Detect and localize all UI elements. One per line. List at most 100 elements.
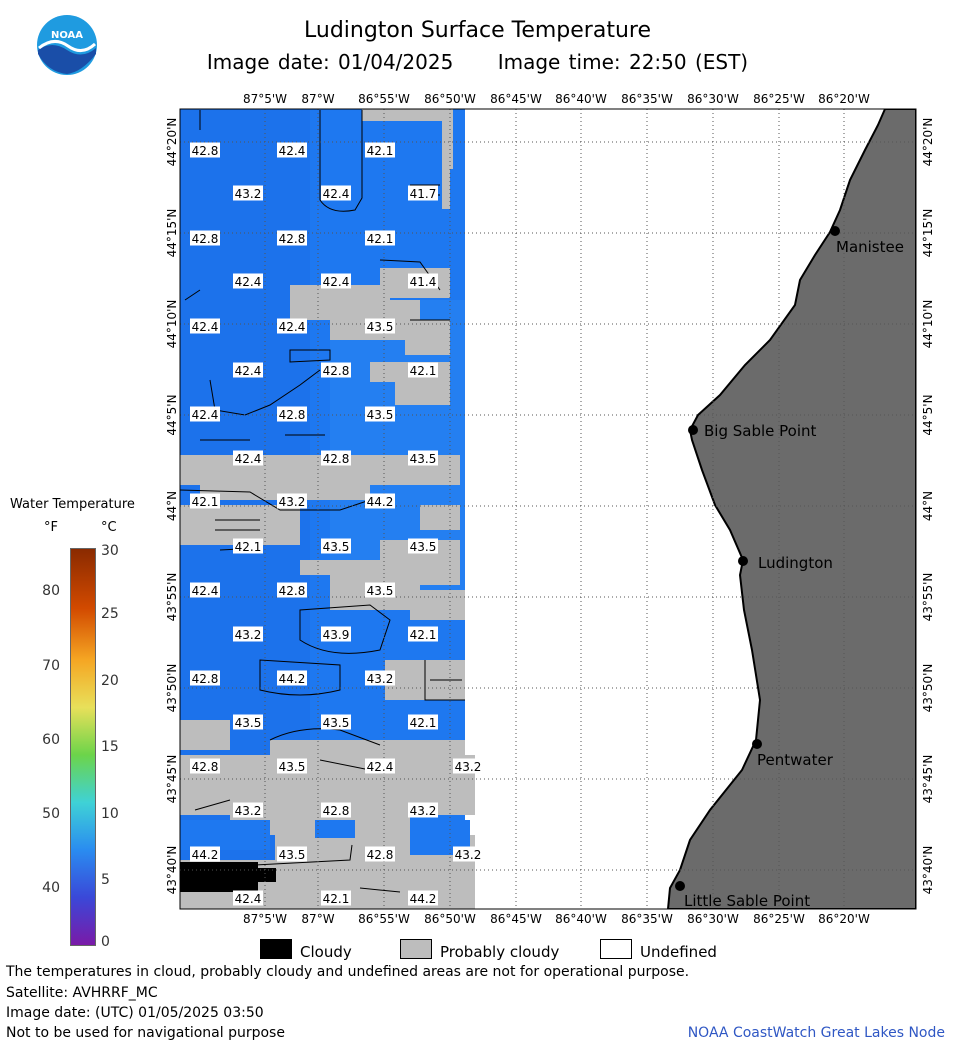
temperature-label: 42.8 [323,804,350,818]
temperature-label: 42.8 [323,364,350,378]
temp-label-bg [321,626,351,642]
temp-label-bg [233,362,263,378]
temp-label-bg [233,802,263,818]
lat-label-left: 44°N [165,491,179,521]
temperature-label: 42.4 [323,187,350,201]
satellite-note: Satellite: AVHRRF_MC [6,985,158,1001]
temperature-label: 42.8 [192,760,219,774]
lon-label-bottom: 86°35'W [621,912,673,926]
temp-label-bg [453,758,483,774]
temp-label-bg [408,273,438,289]
disclaimer-note: The temperatures in cloud, probably clou… [6,964,690,980]
temp-label-bg [365,758,395,774]
temperature-label: 43.2 [279,495,306,509]
temperature-label: 43.2 [455,760,482,774]
temperature-label: 44.2 [367,495,394,509]
temperature-label: 42.1 [367,232,394,246]
temp-label-bg [408,626,438,642]
temperature-label: 43.2 [235,187,262,201]
temperature-label: 42.8 [323,452,350,466]
temperature-label: 44.2 [192,848,219,862]
temperature-label: 42.1 [192,495,219,509]
temp-label-bg [408,362,438,378]
lon-label-bottom: 86°45'W [490,912,542,926]
temp-label-bg [233,714,263,730]
lon-label-bottom: 86°30'W [687,912,739,926]
temperature-color-bar [70,548,96,946]
lon-label-bottom: 87°5'W [243,912,287,926]
temperature-label: 43.5 [367,320,394,334]
lat-label-right: 44°20'N [921,118,935,167]
lat-label-right: 43°45'N [921,755,935,804]
lon-label-top: 87°W [301,92,334,106]
place-marker [688,425,698,435]
celsius-tick: 20 [101,673,119,689]
temperature-label: 42.8 [279,584,306,598]
temperature-label: 42.8 [192,232,219,246]
temperature-label: 42.8 [279,232,306,246]
temperature-label: 41.4 [410,275,437,289]
temperature-label: 43.5 [279,848,306,862]
lat-label-right: 43°40'N [921,846,935,895]
temperature-label: 42.1 [410,716,437,730]
temp-label-bg [365,670,395,686]
temp-label-bg [365,142,395,158]
temp-label-bg [190,230,220,246]
temperature-label: 42.4 [192,320,219,334]
lat-lon-grid [180,109,916,909]
temp-label-bg [277,493,307,509]
temp-label-bg [190,493,220,509]
legend-title: Water Temperature [10,497,135,512]
temperature-label: 43.2 [235,628,262,642]
lon-label-top: 86°45'W [490,92,542,106]
temperature-label: 43.5 [410,540,437,554]
temperature-label: 42.8 [367,848,394,862]
lon-label-bottom: 86°25'W [753,912,805,926]
temperature-label: 42.8 [192,144,219,158]
temp-label-bg [408,450,438,466]
temperature-label: 42.1 [323,892,350,906]
temperature-label: 42.1 [367,144,394,158]
lon-label-top: 86°40'W [555,92,607,106]
temperature-label: 42.4 [279,144,306,158]
temperature-label: 42.4 [235,452,262,466]
temperature-label: 43.5 [323,716,350,730]
cloudy-area [180,862,258,892]
temperature-label: 43.5 [367,408,394,422]
temp-label-bg [321,538,351,554]
temperature-label: 43.9 [323,628,350,642]
lat-label-left: 43°45'N [165,755,179,804]
unit-fahrenheit: °F [44,520,58,535]
temperature-label: 42.4 [235,275,262,289]
image-datetime: Image date: 01/04/2025 Image time: 22:50… [0,50,955,74]
temp-label-bg [365,230,395,246]
temp-label-bg [277,670,307,686]
temperature-label: 44.2 [410,892,437,906]
temp-label-bg [408,890,438,906]
temperature-label: 42.4 [367,760,394,774]
temp-label-bg [365,493,395,509]
lon-label-top: 86°55'W [358,92,410,106]
temperature-label: 42.8 [279,408,306,422]
temp-label-bg [190,758,220,774]
place-label: Little Sable Point [684,892,810,910]
temperature-label: 41.7 [410,187,437,201]
lon-label-top: 86°30'W [687,92,739,106]
temperature-label: 42.1 [235,540,262,554]
temperature-label: 43.2 [367,672,394,686]
temp-label-bg [277,230,307,246]
lon-label-top: 86°50'W [424,92,476,106]
lon-label-bottom: 86°55'W [358,912,410,926]
fahrenheit-tick: 50 [42,806,60,822]
temp-label-bg [233,273,263,289]
temp-label-bg [190,142,220,158]
lat-label-left: 44°5'N [165,394,179,435]
temp-label-bg [365,582,395,598]
temp-label-bg [365,406,395,422]
lat-label-left: 43°55'N [165,573,179,622]
temp-label-bg [321,890,351,906]
temp-label-bg [233,185,263,201]
lat-label-right: 43°50'N [921,664,935,713]
place-label: Big Sable Point [704,422,817,440]
temp-label-bg [365,846,395,862]
